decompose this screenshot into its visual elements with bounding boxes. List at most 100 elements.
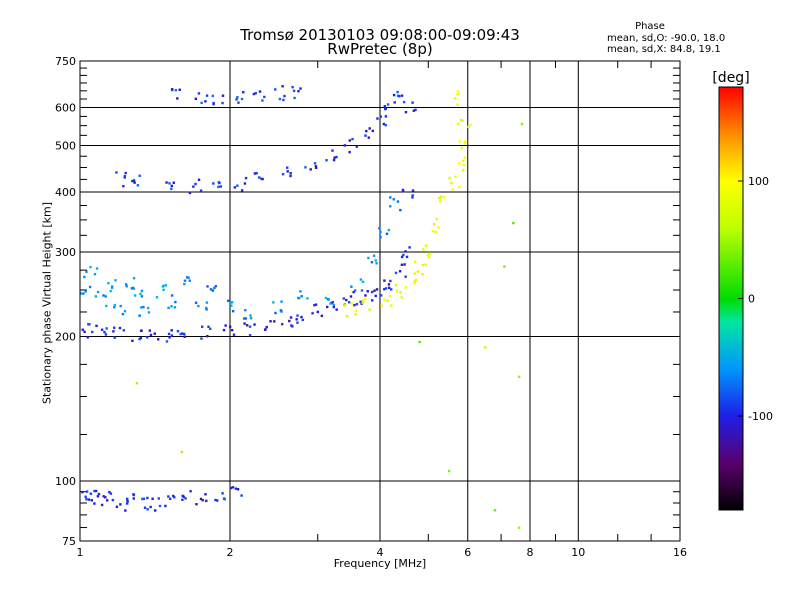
data-point bbox=[392, 93, 396, 97]
data-point bbox=[200, 337, 203, 340]
data-point bbox=[400, 255, 404, 259]
data-point bbox=[197, 178, 201, 181]
data-point bbox=[375, 262, 378, 265]
data-point bbox=[199, 497, 203, 501]
data-point bbox=[306, 297, 309, 300]
data-point bbox=[426, 254, 430, 257]
data-point bbox=[195, 503, 198, 506]
data-point bbox=[113, 306, 116, 309]
data-point bbox=[345, 298, 348, 302]
data-point bbox=[388, 286, 391, 290]
data-point bbox=[230, 328, 234, 332]
data-point bbox=[366, 290, 369, 293]
data-point bbox=[326, 305, 329, 309]
data-point bbox=[183, 335, 186, 338]
data-point bbox=[234, 487, 238, 490]
data-point bbox=[350, 285, 353, 288]
data-point bbox=[316, 310, 320, 314]
data-point bbox=[416, 270, 420, 273]
data-point bbox=[272, 301, 275, 304]
data-point bbox=[240, 189, 244, 192]
data-point bbox=[399, 208, 402, 212]
colorbar-label: [deg] bbox=[712, 70, 749, 86]
data-point bbox=[493, 509, 497, 512]
data-point bbox=[320, 314, 324, 318]
data-point bbox=[288, 319, 291, 323]
data-point bbox=[434, 230, 437, 234]
data-point bbox=[207, 325, 210, 328]
data-point bbox=[503, 265, 506, 268]
data-point bbox=[396, 90, 399, 94]
data-point bbox=[385, 232, 389, 236]
data-point bbox=[248, 333, 252, 337]
data-point bbox=[371, 299, 374, 302]
data-point bbox=[181, 494, 184, 498]
data-point bbox=[124, 283, 128, 286]
data-point bbox=[329, 302, 332, 305]
data-point bbox=[347, 301, 351, 304]
data-point bbox=[197, 92, 201, 95]
data-point bbox=[458, 162, 461, 165]
data-point bbox=[205, 499, 208, 503]
data-point bbox=[395, 289, 398, 292]
data-point bbox=[149, 505, 152, 509]
data-point bbox=[230, 304, 233, 307]
data-point bbox=[265, 325, 268, 329]
data-point bbox=[197, 304, 200, 308]
data-point bbox=[372, 254, 376, 257]
data-point bbox=[335, 308, 338, 311]
data-point bbox=[82, 292, 85, 295]
data-point bbox=[244, 308, 247, 312]
data-point bbox=[413, 260, 417, 264]
data-point bbox=[231, 309, 235, 313]
data-point bbox=[249, 314, 252, 317]
data-point bbox=[206, 285, 209, 288]
data-point bbox=[297, 89, 300, 93]
data-point bbox=[167, 306, 170, 310]
data-point bbox=[253, 172, 257, 175]
data-point bbox=[119, 503, 122, 506]
data-point bbox=[212, 182, 215, 185]
data-point bbox=[260, 177, 263, 181]
data-point bbox=[296, 314, 299, 317]
data-point bbox=[140, 289, 144, 293]
data-point bbox=[123, 310, 127, 313]
data-point bbox=[133, 181, 136, 184]
data-point bbox=[451, 188, 455, 191]
data-point bbox=[86, 336, 89, 339]
data-point bbox=[97, 492, 101, 496]
data-point bbox=[332, 305, 336, 309]
colorbar-tick-label: 100 bbox=[748, 175, 769, 188]
data-point bbox=[295, 318, 298, 321]
data-point bbox=[209, 327, 212, 331]
data-point bbox=[124, 171, 127, 175]
data-point bbox=[232, 333, 236, 336]
data-point bbox=[360, 289, 364, 292]
data-point bbox=[181, 498, 184, 501]
data-point bbox=[359, 300, 362, 303]
data-point bbox=[176, 329, 180, 333]
data-point bbox=[261, 99, 264, 102]
data-point bbox=[172, 494, 175, 498]
data-point bbox=[240, 97, 244, 101]
data-point bbox=[291, 85, 294, 89]
data-point bbox=[138, 337, 141, 341]
data-point bbox=[126, 498, 129, 502]
data-point bbox=[383, 287, 386, 291]
data-point bbox=[274, 88, 277, 91]
data-point bbox=[131, 339, 134, 343]
data-point bbox=[100, 328, 104, 331]
x-tick-label: 1 bbox=[77, 546, 84, 559]
data-point bbox=[89, 265, 92, 269]
phase-info-x-mode: mean, sd,X: 84.8, 19.1 bbox=[607, 44, 721, 55]
data-point bbox=[240, 494, 243, 497]
data-point bbox=[95, 324, 98, 328]
data-point bbox=[438, 197, 441, 200]
data-point bbox=[168, 497, 172, 500]
data-point bbox=[292, 89, 296, 93]
data-point bbox=[390, 304, 393, 307]
data-point bbox=[231, 486, 235, 489]
data-point bbox=[254, 92, 257, 95]
data-point bbox=[432, 223, 436, 226]
data-point bbox=[384, 124, 388, 127]
